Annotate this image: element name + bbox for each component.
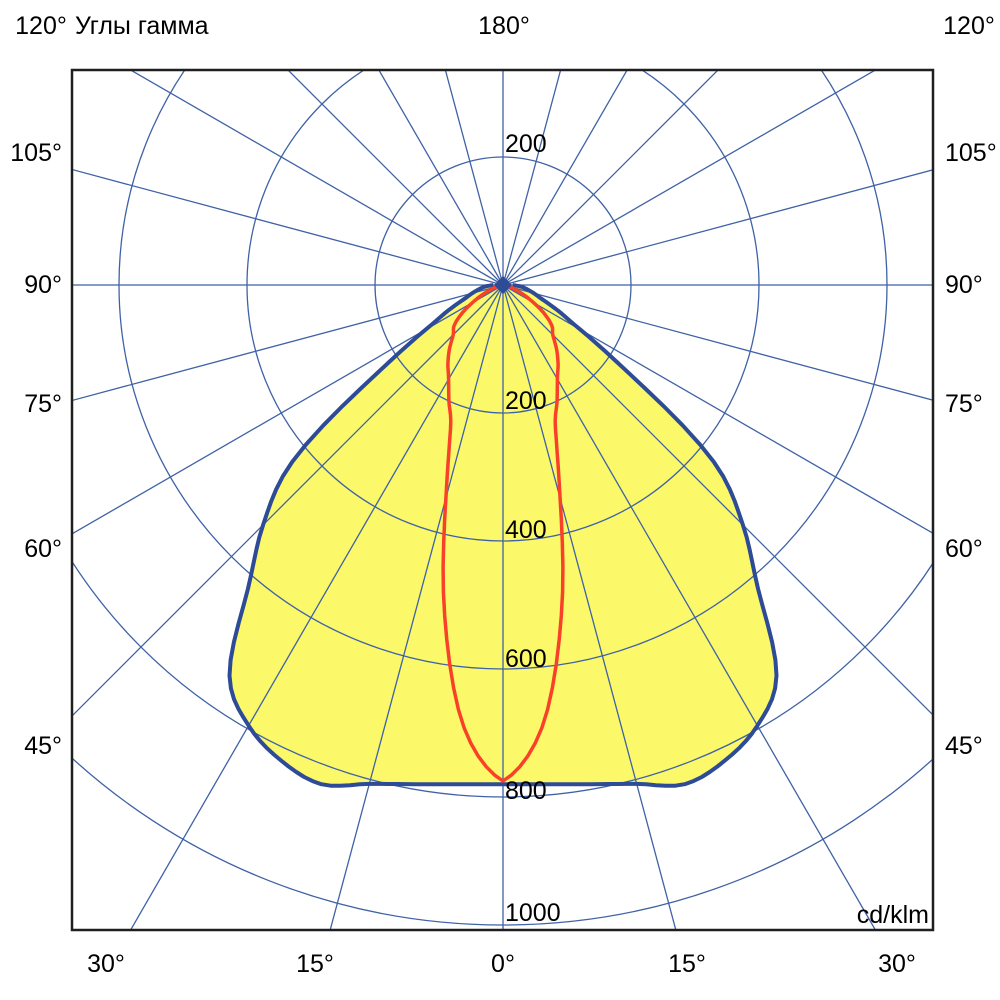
angle-label-left-90: 90° <box>24 270 62 299</box>
radial-tick-600: 600 <box>505 644 547 673</box>
angle-label-bottom-0: 0° <box>491 949 515 978</box>
angle-label-right-60: 60° <box>945 534 983 563</box>
angle-label-right-75: 75° <box>945 389 983 418</box>
unit-label: cd/klm <box>856 900 929 929</box>
radial-tick-200: 200 <box>505 386 547 415</box>
chart-title: Углы гамма <box>75 11 209 40</box>
radial-tick-800: 800 <box>505 776 547 805</box>
angle-label-top-right: 120° <box>943 11 995 40</box>
angle-label-left-75: 75° <box>24 389 62 418</box>
angle-label-bottom-15L: 15° <box>296 949 334 978</box>
angle-label-left-45: 45° <box>24 731 62 760</box>
angle-label-bottom-30R: 30° <box>878 949 916 978</box>
angle-label-right-105: 105° <box>945 138 997 167</box>
radial-tick-200-top: 200 <box>505 129 547 158</box>
angle-label-right-45: 45° <box>945 731 983 760</box>
angle-label-top-center: 180° <box>478 11 530 40</box>
angle-label-bottom-30L: 30° <box>87 949 125 978</box>
radial-tick-400: 400 <box>505 515 547 544</box>
angle-label-left-105: 105° <box>10 138 62 167</box>
angle-label-top-left: 120° <box>15 11 67 40</box>
angle-label-bottom-15R: 15° <box>668 949 706 978</box>
angle-label-left-60: 60° <box>24 534 62 563</box>
angle-label-right-90: 90° <box>945 270 983 299</box>
radial-tick-1000: 1000 <box>505 898 561 927</box>
